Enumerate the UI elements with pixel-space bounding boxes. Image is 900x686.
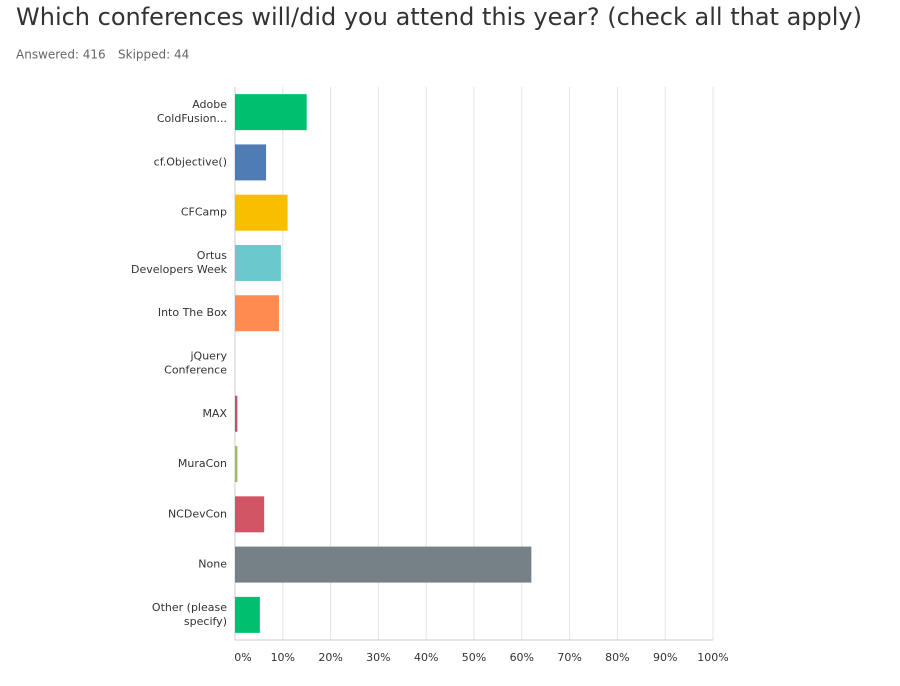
x-tick-label: 50%: [462, 651, 486, 664]
y-tick-label: NCDevCon: [168, 507, 227, 520]
y-tick-label: Into The Box: [158, 306, 228, 319]
y-tick-label: Adobe ColdFusion...: [157, 98, 227, 125]
y-tick-label: Other (please specify): [152, 601, 227, 628]
y-tick-label: MAX: [202, 407, 227, 420]
x-tick-label: 40%: [414, 651, 438, 664]
x-tick-label: 20%: [318, 651, 342, 664]
x-tick-label: 30%: [366, 651, 390, 664]
bar: [235, 144, 267, 181]
bar: [235, 596, 260, 633]
bar: [235, 94, 307, 131]
bar: [235, 546, 532, 583]
bar: [235, 244, 281, 281]
x-tick-label: 0%: [234, 651, 251, 664]
y-tick-label: Ortus Developers Week: [131, 249, 228, 276]
skipped-count: Skipped: 44: [118, 48, 189, 62]
bar: [235, 194, 288, 231]
chart-title: Which conferences will/did you attend th…: [16, 3, 862, 31]
bar: [235, 446, 238, 483]
bar: [235, 496, 265, 533]
y-tick-label: jQuery Conference: [164, 350, 227, 377]
y-tick-label: None: [198, 558, 227, 571]
x-tick-label: 100%: [697, 651, 728, 664]
y-tick-label: MuraCon: [178, 457, 227, 470]
bar: [235, 295, 279, 332]
x-tick-label: 70%: [557, 651, 581, 664]
answered-count: Answered: 416: [16, 48, 106, 62]
y-tick-label: cf.Objective(): [154, 155, 227, 168]
x-tick-label: 10%: [271, 651, 295, 664]
x-tick-label: 80%: [605, 651, 629, 664]
bar: [235, 395, 238, 432]
y-tick-label: CFCamp: [181, 206, 227, 219]
x-tick-label: 90%: [653, 651, 677, 664]
x-tick-label: 60%: [510, 651, 534, 664]
